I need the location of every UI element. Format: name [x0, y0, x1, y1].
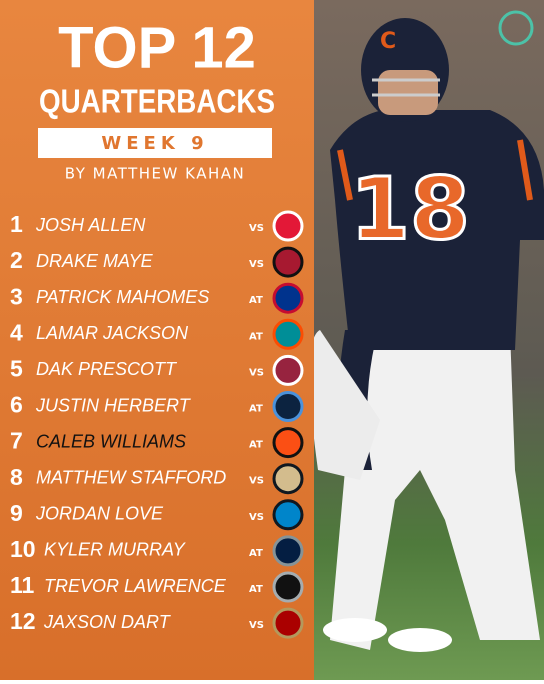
- subtitle: QUARTERBACKS: [39, 83, 275, 120]
- player: C 18: [309, 18, 544, 652]
- rank: 7: [10, 428, 23, 454]
- player-name: KYLER MURRAY: [44, 540, 187, 560]
- rank: 3: [10, 283, 23, 309]
- site: AT: [249, 548, 263, 559]
- team-logo: [272, 246, 304, 278]
- team-logo: [272, 282, 304, 314]
- site: VS: [249, 223, 264, 234]
- site: AT: [249, 331, 263, 342]
- jersey-number: 18: [350, 159, 470, 259]
- player-name: MATTHEW STAFFORD: [36, 467, 226, 487]
- player-name: JOSH ALLEN: [35, 215, 146, 235]
- brand-logo: [498, 10, 534, 46]
- rank: 2: [10, 247, 23, 273]
- player-name: LAMAR JACKSON: [36, 323, 189, 343]
- panel: [0, 0, 314, 680]
- site: VS: [249, 259, 264, 270]
- site: VS: [249, 620, 264, 631]
- player-name: TREVOR LAWRENCE: [44, 576, 227, 596]
- team-logo: [272, 607, 304, 639]
- rank: 10: [10, 536, 36, 562]
- title: TOP 12: [58, 15, 256, 80]
- site: VS: [249, 512, 264, 523]
- team-logo: [272, 463, 304, 495]
- site: AT: [249, 440, 263, 451]
- rank: 5: [10, 355, 23, 381]
- team-logo: [272, 391, 304, 422]
- team-logo: [272, 318, 304, 350]
- player-name: JUSTIN HERBERT: [35, 395, 192, 415]
- week-box: [38, 128, 272, 158]
- rank: 11: [10, 572, 35, 598]
- rank: 12: [10, 608, 36, 634]
- player-name: DAK PRESCOTT: [36, 359, 178, 379]
- team-logo: [272, 427, 304, 459]
- player-name: CALEB WILLIAMS: [36, 431, 186, 451]
- rank: 9: [10, 500, 23, 526]
- site: AT: [249, 295, 263, 306]
- rank: 8: [10, 464, 23, 490]
- player-name: PATRICK MAHOMES: [36, 287, 209, 307]
- player-name: JORDAN LOVE: [35, 504, 164, 524]
- helmet-logo: C: [380, 29, 396, 54]
- team-logo: [272, 210, 304, 242]
- site: AT: [249, 404, 263, 415]
- player-name: DRAKE MAYE: [36, 251, 154, 271]
- player-name: JAXSON DART: [43, 612, 172, 632]
- rankings: 1 JOSH ALLEN VS 2 DRAKE MAYE VS 3 PATRICK MAHOM…: [10, 210, 304, 639]
- site: VS: [249, 476, 264, 487]
- week: WEEK 9: [101, 133, 208, 154]
- team-logo: [272, 499, 304, 531]
- site: AT: [249, 584, 263, 595]
- site: VS: [249, 367, 264, 378]
- team-logo: [272, 535, 304, 567]
- rank: 4: [10, 319, 23, 345]
- team-logo: [272, 354, 304, 386]
- team-logo: [272, 571, 304, 603]
- rank: 1: [10, 211, 23, 237]
- byline: BY MATTHEW KAHAN: [65, 165, 245, 183]
- rank: 6: [10, 392, 23, 418]
